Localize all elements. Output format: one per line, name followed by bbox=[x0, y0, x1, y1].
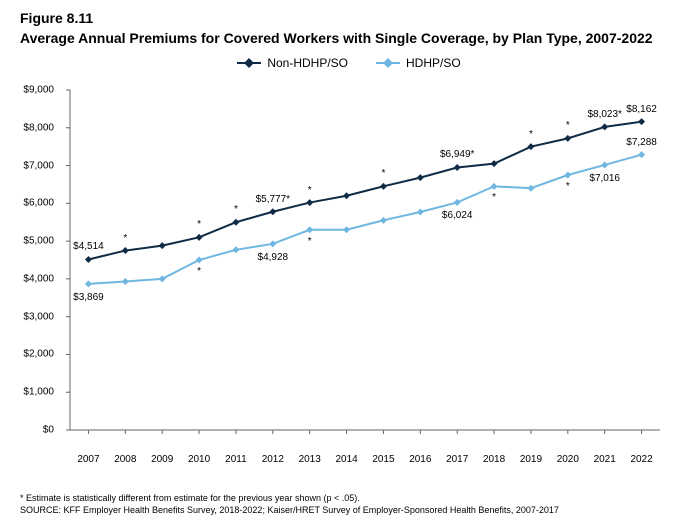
data-point-label: $6,024 bbox=[442, 210, 473, 221]
y-axis-tick-label: $8,000 bbox=[23, 122, 54, 133]
data-point-label: $4,928 bbox=[258, 252, 289, 263]
x-axis-tick-label: 2009 bbox=[151, 454, 173, 465]
legend-label-hdhp: HDHP/SO bbox=[406, 56, 461, 70]
data-point-label: $4,514 bbox=[73, 241, 104, 252]
data-point-label: $7,016 bbox=[589, 173, 620, 184]
legend: Non-HDHP/SO HDHP/SO bbox=[0, 56, 698, 70]
legend-swatch-hdhp bbox=[376, 57, 400, 69]
x-axis-tick-label: 2011 bbox=[225, 454, 247, 465]
significance-star: * bbox=[492, 192, 496, 203]
data-point-label: $8,023* bbox=[587, 109, 621, 120]
x-axis-tick-label: 2015 bbox=[372, 454, 394, 465]
data-point-label: $6,949* bbox=[440, 149, 474, 160]
y-axis-tick-label: $0 bbox=[43, 425, 54, 436]
footnote-text: * Estimate is statistically different fr… bbox=[20, 493, 360, 503]
y-axis-tick-label: $9,000 bbox=[23, 85, 54, 96]
x-axis-tick-label: 2010 bbox=[188, 454, 210, 465]
significance-star: * bbox=[308, 185, 312, 196]
x-axis-tick-label: 2020 bbox=[557, 454, 579, 465]
legend-item-hdhp: HDHP/SO bbox=[376, 56, 461, 70]
line-chart: $0$1,000$2,000$3,000$4,000$5,000$6,000$7… bbox=[60, 80, 670, 450]
significance-star: * bbox=[566, 181, 570, 192]
significance-star: * bbox=[197, 219, 201, 230]
significance-star: * bbox=[381, 168, 385, 179]
x-axis-tick-label: 2018 bbox=[483, 454, 505, 465]
significance-star: * bbox=[529, 129, 533, 140]
data-point-label: $3,869 bbox=[73, 292, 104, 303]
y-axis-tick-label: $6,000 bbox=[23, 198, 54, 209]
significance-star: * bbox=[123, 233, 127, 244]
significance-star: * bbox=[566, 120, 570, 131]
y-axis-tick-label: $5,000 bbox=[23, 236, 54, 247]
legend-item-non-hdhp: Non-HDHP/SO bbox=[237, 56, 348, 70]
legend-label-non-hdhp: Non-HDHP/SO bbox=[267, 56, 348, 70]
page-root: Figure 8.11 Average Annual Premiums for … bbox=[0, 0, 698, 525]
x-axis-tick-label: 2013 bbox=[299, 454, 321, 465]
significance-star: * bbox=[308, 236, 312, 247]
figure-label: Figure 8.11 bbox=[20, 10, 93, 26]
source-text: SOURCE: KFF Employer Health Benefits Sur… bbox=[20, 505, 559, 515]
x-axis-tick-label: 2014 bbox=[335, 454, 357, 465]
data-point-label: $8,162 bbox=[626, 104, 657, 115]
y-axis-tick-label: $2,000 bbox=[23, 349, 54, 360]
data-point-label: $5,777* bbox=[256, 194, 290, 205]
y-axis-tick-label: $7,000 bbox=[23, 160, 54, 171]
x-axis-tick-label: 2008 bbox=[114, 454, 136, 465]
x-axis-tick-label: 2019 bbox=[520, 454, 542, 465]
chart-title: Average Annual Premiums for Covered Work… bbox=[20, 30, 680, 46]
x-axis-tick-label: 2007 bbox=[77, 454, 99, 465]
x-axis-tick-label: 2016 bbox=[409, 454, 431, 465]
x-axis-tick-label: 2012 bbox=[262, 454, 284, 465]
significance-star: * bbox=[234, 204, 238, 215]
x-axis-tick-label: 2021 bbox=[594, 454, 616, 465]
x-axis-tick-label: 2022 bbox=[630, 454, 652, 465]
data-point-label: $7,288 bbox=[626, 137, 657, 148]
y-axis-tick-label: $1,000 bbox=[23, 387, 54, 398]
legend-swatch-non-hdhp bbox=[237, 57, 261, 69]
y-axis-tick-label: $3,000 bbox=[23, 311, 54, 322]
y-axis-tick-label: $4,000 bbox=[23, 273, 54, 284]
x-axis-tick-label: 2017 bbox=[446, 454, 468, 465]
significance-star: * bbox=[197, 266, 201, 277]
